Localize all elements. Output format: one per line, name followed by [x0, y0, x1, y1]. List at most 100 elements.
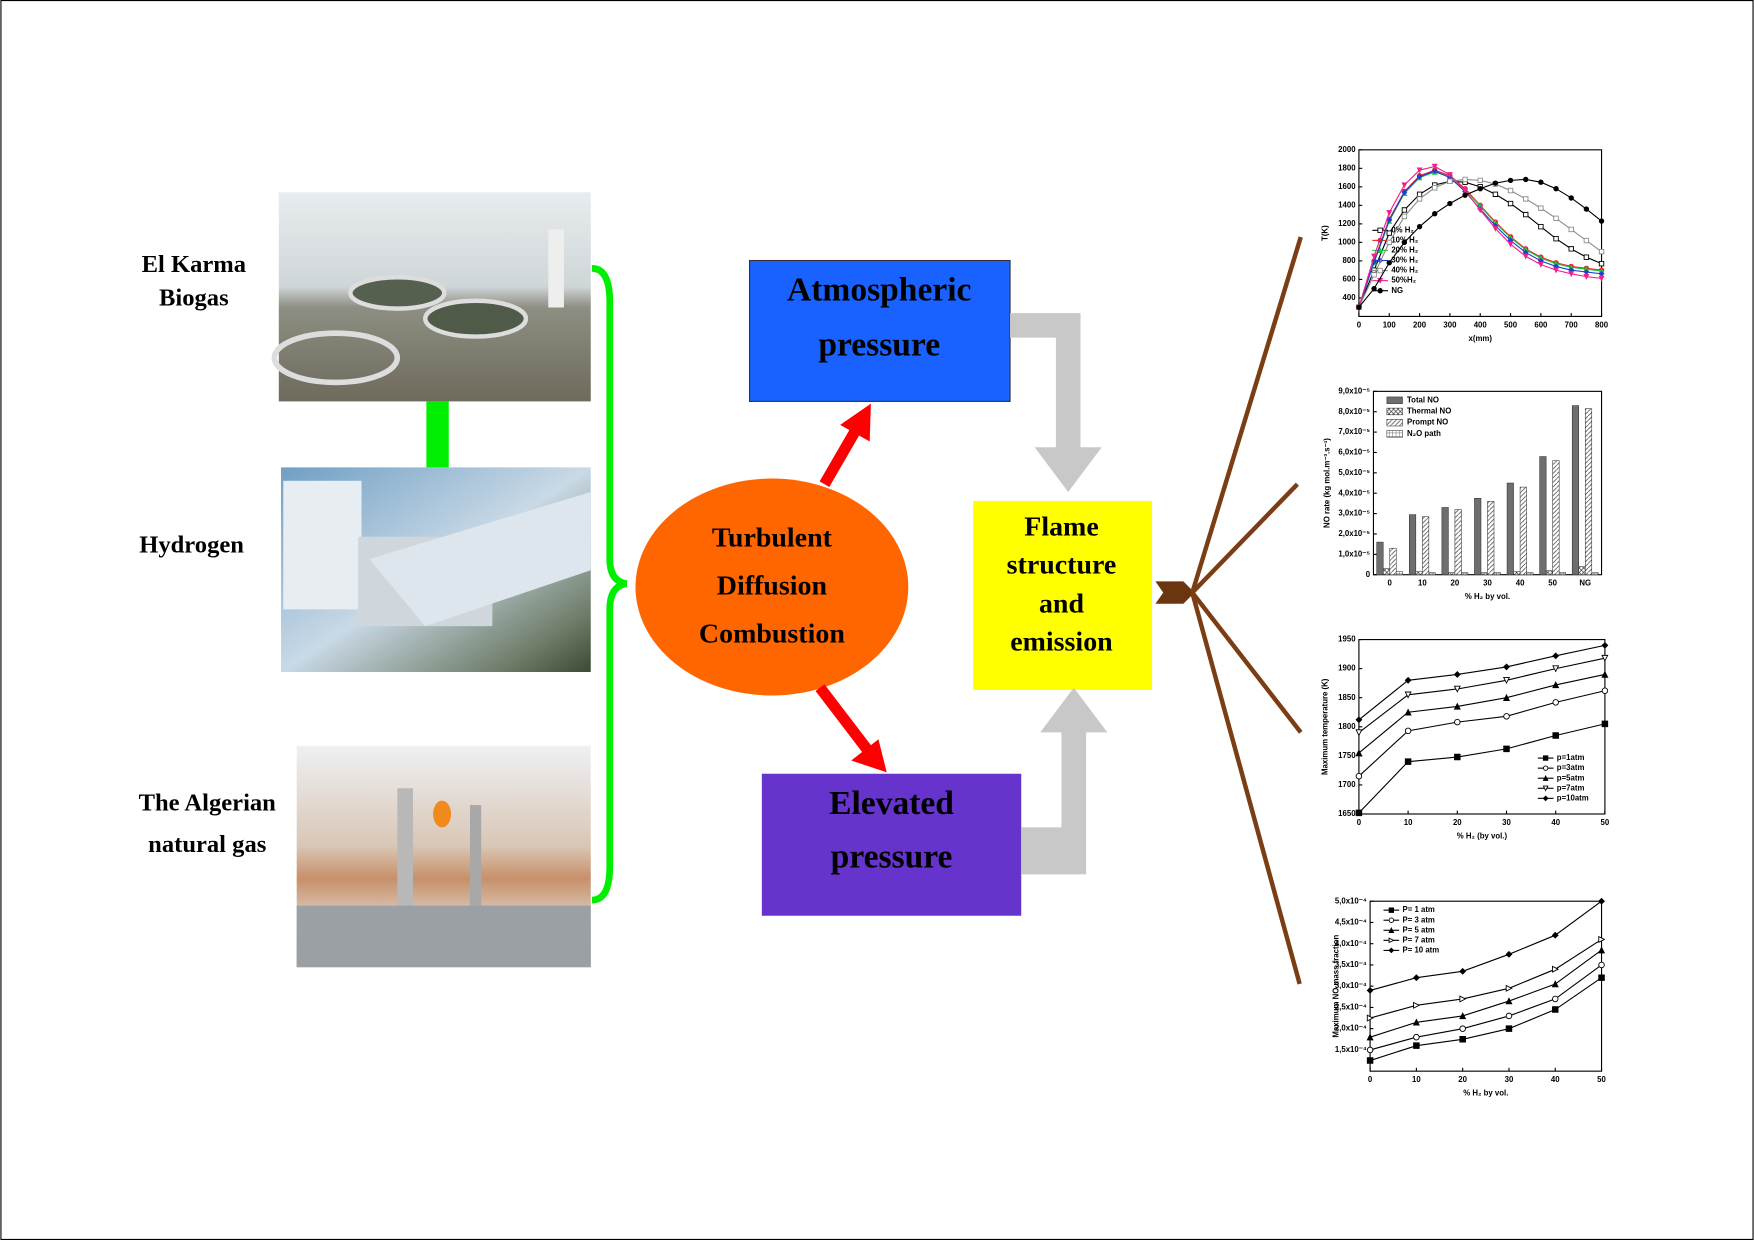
- source-label: El Karma: [142, 251, 246, 278]
- bar: [1454, 509, 1462, 575]
- x-tick-label: 10: [1418, 579, 1427, 588]
- result-box: [973, 500, 1153, 690]
- y-tick-label: 1400: [1338, 200, 1356, 209]
- y-tick-label: 0: [1366, 570, 1371, 579]
- marker: [1412, 974, 1420, 982]
- bar: [1382, 568, 1391, 575]
- marker: [1388, 907, 1395, 913]
- legend-label: 30% H₂: [1391, 256, 1418, 265]
- y-tick-label: 2,5x10⁻⁴: [1335, 1002, 1367, 1011]
- marker: [1355, 729, 1363, 737]
- legend-label: p=3atm: [1557, 763, 1585, 772]
- bar: [1474, 498, 1482, 575]
- x-tick-label: 200: [1413, 320, 1427, 329]
- marker: [1386, 217, 1393, 224]
- x-tick-label: 20: [1458, 1075, 1467, 1084]
- y-tick-label: 3,5x10⁻⁴: [1335, 960, 1367, 969]
- marker: [1477, 186, 1483, 192]
- y-tick-label: 5,0x10⁻⁵: [1338, 468, 1370, 477]
- marker: [1366, 1046, 1374, 1054]
- y-tick-label: 1,5x10⁻⁴: [1335, 1045, 1367, 1054]
- marker: [1505, 1012, 1513, 1020]
- marker: [1413, 1033, 1420, 1041]
- marker: [1492, 191, 1499, 197]
- y-tick-label: 4,0x10⁻⁵: [1338, 488, 1370, 497]
- x-tick-label: 30: [1502, 818, 1511, 827]
- marker: [1377, 267, 1383, 274]
- legend-label: 40% H₂: [1391, 266, 1418, 275]
- x-tick-label: NG: [1579, 579, 1591, 588]
- bar: [1526, 572, 1534, 575]
- bar: [1395, 571, 1404, 575]
- marker: [1601, 720, 1609, 728]
- marker: [1507, 177, 1514, 184]
- x-tick-label: 0: [1357, 320, 1362, 329]
- bar: [1422, 516, 1430, 575]
- marker: [1453, 702, 1461, 710]
- y-tick-label: 6,0x10⁻⁵: [1338, 448, 1370, 457]
- marker: [1538, 205, 1544, 211]
- marker: [1477, 207, 1484, 214]
- branch-label: Elevated: [829, 785, 954, 822]
- marker: [1413, 1042, 1420, 1049]
- marker: [1598, 260, 1605, 267]
- legend-label: 20% H₂: [1391, 246, 1418, 255]
- marker: [1377, 227, 1383, 234]
- y-tick-label: 400: [1343, 293, 1357, 302]
- marker: [1366, 1033, 1374, 1041]
- mini-chart: 1650 1700 1750 1800 1850 1900 1950 Maximum temp…: [1320, 635, 1609, 841]
- y-tick-label: 8,0x10⁻⁵: [1338, 407, 1370, 416]
- marker: [1388, 937, 1395, 944]
- bar: [1428, 572, 1436, 575]
- bar: [1539, 456, 1547, 575]
- marker: [1601, 670, 1609, 678]
- x-tick-label: 20: [1453, 818, 1462, 827]
- y-tick-label: 1700: [1338, 780, 1356, 789]
- bar: [1441, 507, 1449, 575]
- legend-label: NG: [1391, 286, 1403, 295]
- marker: [1412, 1018, 1420, 1026]
- marker: [1502, 677, 1511, 685]
- x-tick-label: 40: [1516, 579, 1525, 588]
- marker: [1601, 687, 1609, 694]
- series-line: [1369, 949, 1602, 1038]
- brace: [591, 264, 628, 904]
- bar: [1448, 572, 1456, 575]
- legend-label: p=5atm: [1557, 773, 1585, 782]
- y-tick-label: 2000: [1338, 145, 1356, 154]
- marker: [1538, 179, 1544, 185]
- marker: [1583, 254, 1590, 260]
- marker: [1388, 947, 1395, 954]
- marker: [1454, 753, 1461, 761]
- branch-lines: [1190, 236, 1303, 985]
- bar: [1591, 572, 1599, 575]
- x-tick-label: 50: [1601, 818, 1610, 827]
- marker: [1522, 253, 1529, 260]
- photo-natural-gas: [296, 745, 591, 968]
- bar: [1389, 547, 1397, 575]
- x-axis-label: x(mm): [1469, 334, 1493, 343]
- legend-label: Thermal NO: [1407, 407, 1451, 416]
- marker: [1446, 172, 1453, 179]
- x-tick-label: 40: [1551, 1075, 1560, 1084]
- bar: [1461, 572, 1469, 575]
- marker: [1568, 246, 1574, 252]
- series-line: [1358, 690, 1606, 777]
- marker: [1598, 275, 1605, 282]
- atmospheric-box: [748, 259, 1011, 402]
- marker: [1355, 772, 1363, 780]
- legend-swatch: [1386, 407, 1403, 416]
- result-label: Flame: [1024, 511, 1098, 542]
- marker: [1404, 676, 1412, 684]
- x-tick-label: 700: [1565, 320, 1579, 329]
- y-axis-label: NO rate (kg mol.m⁻³.s⁻¹): [1323, 438, 1332, 528]
- marker: [1386, 230, 1392, 236]
- bar: [1513, 571, 1521, 575]
- x-tick-label: 50: [1548, 579, 1557, 588]
- x-tick-label: 10: [1412, 1075, 1421, 1084]
- marker: [1505, 997, 1513, 1005]
- marker: [1551, 931, 1559, 939]
- marker: [1552, 681, 1560, 689]
- marker: [1503, 663, 1510, 671]
- marker: [1542, 774, 1549, 781]
